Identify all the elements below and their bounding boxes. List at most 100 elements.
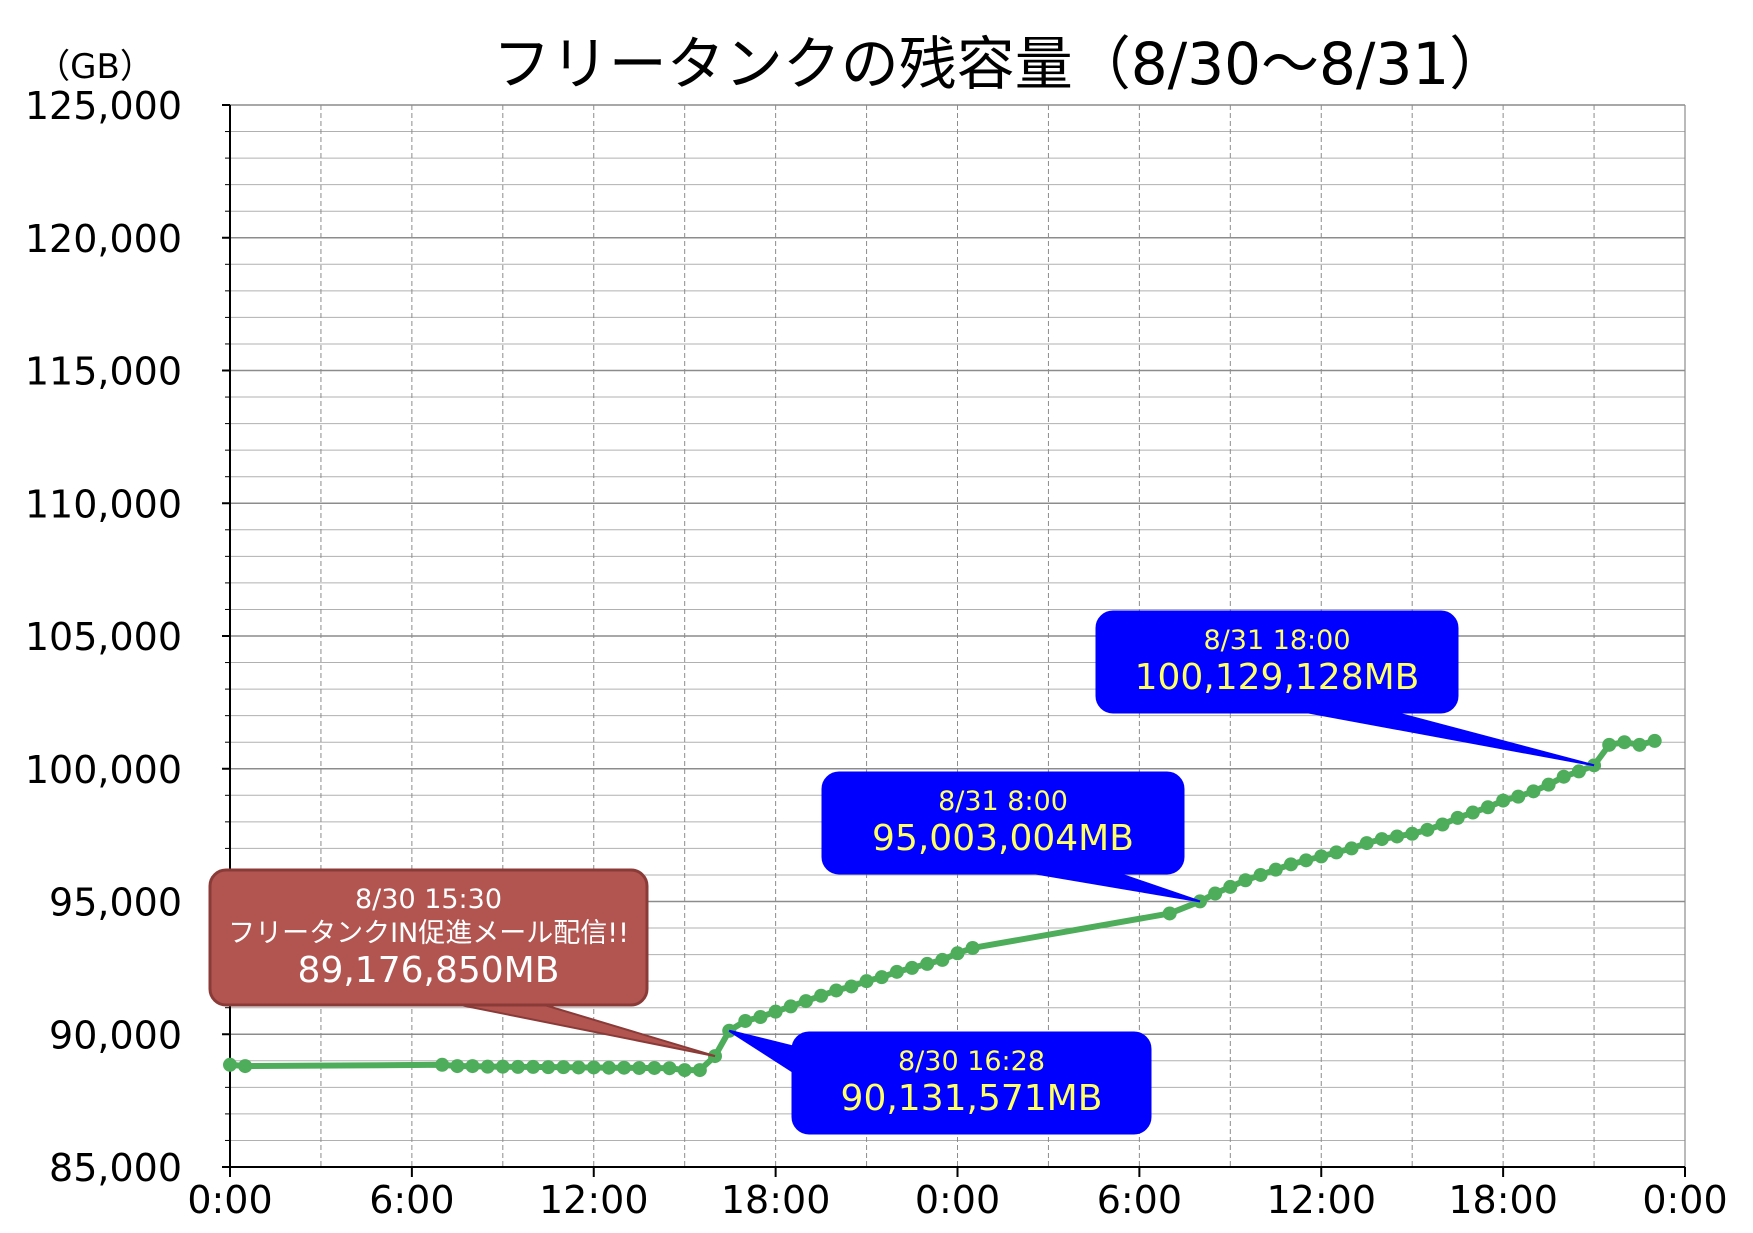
data-point	[617, 1060, 632, 1075]
data-point	[935, 952, 950, 967]
data-point	[1480, 800, 1495, 815]
callout-box	[791, 1031, 1152, 1135]
data-point	[874, 970, 889, 985]
data-point	[738, 1013, 753, 1028]
data-point	[632, 1060, 647, 1075]
data-point	[677, 1063, 692, 1078]
y-tick-label: 95,000	[49, 881, 182, 925]
data-point	[1162, 906, 1177, 921]
data-point	[1435, 817, 1450, 832]
data-point	[223, 1057, 237, 1072]
series-polyline	[229, 737, 1656, 1074]
callout-text: フリータンクIN促進メール配信!!	[228, 918, 629, 949]
data-point	[1541, 777, 1556, 792]
data-point	[829, 983, 844, 998]
data-point	[1450, 810, 1465, 825]
callout-box	[821, 771, 1185, 875]
axes: 85,000 90,000 95,000 100,000 105,000 110,000 1…	[25, 84, 1728, 1222]
data-point	[1314, 849, 1329, 864]
x-tick-label: 12:00	[539, 1178, 649, 1222]
data-point	[1617, 735, 1632, 750]
data-point	[465, 1059, 480, 1074]
data-point	[435, 1057, 450, 1072]
data-point	[814, 988, 829, 1003]
y-tick-label: 105,000	[25, 615, 182, 659]
y-tick-label: 120,000	[25, 217, 182, 261]
series-line	[229, 737, 1656, 1074]
data-point	[238, 1059, 253, 1074]
annotations: 8/30 15:30フリータンクIN促進メール配信!!89,176,850MB8…	[208, 610, 1595, 1135]
callout-box	[1095, 610, 1459, 714]
data-point	[586, 1060, 601, 1075]
data-point	[1390, 829, 1405, 844]
data-point	[480, 1059, 495, 1074]
data-point	[1283, 857, 1298, 872]
x-tick-label: 12:00	[1266, 1178, 1376, 1222]
data-point	[450, 1059, 465, 1074]
callout-box	[208, 868, 649, 1007]
y-tick-label: 85,000	[49, 1146, 182, 1190]
y-tick-label: 125,000	[25, 84, 182, 128]
data-point	[1253, 867, 1268, 882]
data-point	[920, 956, 935, 971]
grid	[230, 104, 1686, 1168]
data-point	[662, 1061, 677, 1076]
data-point	[541, 1060, 556, 1075]
data-point	[844, 979, 859, 994]
x-tick-label: 0:00	[187, 1178, 272, 1222]
data-point	[783, 999, 798, 1014]
data-point	[768, 1004, 783, 1019]
data-point	[1405, 826, 1420, 841]
data-point	[1359, 836, 1374, 851]
data-point	[965, 940, 980, 955]
y-tick-label: 100,000	[25, 748, 182, 792]
callout-date: 8/30 15:30	[355, 884, 502, 915]
callout-date: 8/31 18:00	[1203, 625, 1350, 656]
data-point	[859, 974, 874, 989]
data-point	[753, 1009, 768, 1024]
callout-pointer	[450, 1002, 716, 1058]
data-point	[1420, 822, 1435, 837]
y-axis-unit: （GB）	[36, 47, 154, 87]
callout-pointer	[1020, 870, 1201, 903]
data-point	[1496, 793, 1511, 808]
data-point	[1632, 737, 1647, 752]
data-point	[1268, 862, 1283, 877]
data-point	[905, 960, 920, 975]
data-point	[1374, 832, 1389, 847]
data-point	[495, 1059, 510, 1074]
x-tick-label: 0:00	[915, 1178, 1000, 1222]
y-tick-label: 115,000	[25, 350, 182, 394]
x-tick-label: 6:00	[369, 1178, 454, 1222]
data-point	[601, 1060, 616, 1075]
data-point	[1511, 789, 1526, 804]
data-point	[571, 1060, 586, 1075]
x-tick-label: 6:00	[1097, 1178, 1182, 1222]
data-point	[1465, 805, 1480, 820]
callout-pointer	[728, 1029, 796, 1075]
data-point	[1556, 769, 1571, 784]
data-point	[798, 994, 813, 1009]
data-point	[1571, 764, 1586, 779]
callout-date: 8/31 8:00	[938, 786, 1068, 817]
data-point	[692, 1063, 707, 1078]
data-point	[1208, 886, 1223, 901]
callout-date: 8/30 16:28	[898, 1046, 1045, 1077]
callout-value: 89,176,850MB	[298, 950, 560, 991]
data-point	[510, 1059, 525, 1074]
callout-pointer	[1294, 709, 1595, 767]
data-point	[1299, 853, 1314, 868]
callout-value: 95,003,004MB	[872, 818, 1134, 859]
data-point	[1223, 879, 1238, 894]
data-point	[1329, 845, 1344, 860]
y-tick-label: 90,000	[49, 1013, 182, 1057]
callout-value: 100,129,128MB	[1135, 657, 1420, 698]
data-point	[1526, 784, 1541, 799]
y-tick-label: 110,000	[25, 482, 182, 526]
